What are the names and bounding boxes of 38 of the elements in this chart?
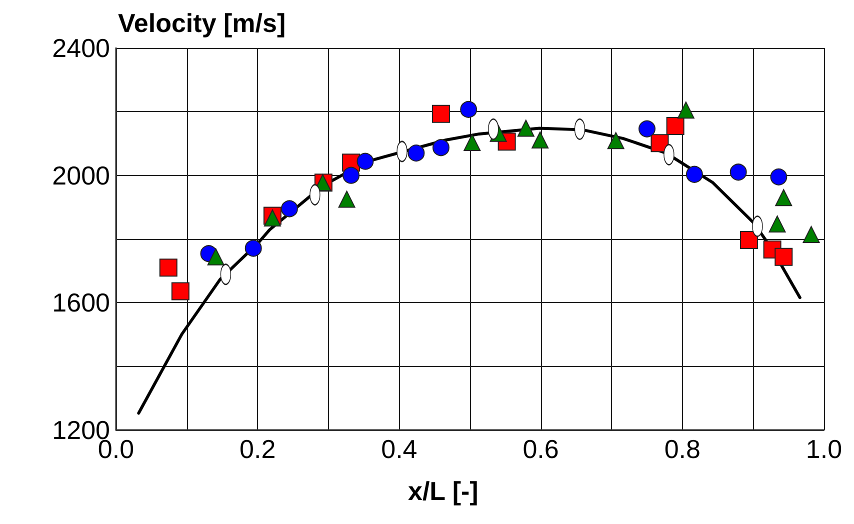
point bbox=[159, 258, 178, 277]
point bbox=[464, 134, 481, 152]
x-tick-label: 0.2 bbox=[240, 434, 276, 464]
point bbox=[207, 248, 224, 266]
point bbox=[768, 216, 786, 233]
point bbox=[408, 144, 425, 162]
point bbox=[460, 100, 478, 118]
point bbox=[342, 166, 360, 184]
x-tick-label: 1.0 bbox=[806, 434, 842, 464]
point bbox=[775, 189, 792, 206]
point bbox=[432, 104, 450, 123]
y-tick-label: 2400 bbox=[52, 33, 110, 63]
point bbox=[280, 200, 298, 218]
x-tick-label: 0.8 bbox=[664, 434, 700, 464]
point bbox=[338, 190, 356, 208]
point bbox=[244, 240, 262, 257]
point bbox=[774, 248, 793, 266]
point bbox=[638, 120, 656, 138]
point bbox=[677, 102, 694, 119]
x-tick-label: 0.4 bbox=[381, 434, 418, 464]
point bbox=[666, 116, 684, 135]
point bbox=[532, 132, 549, 148]
y-tick-label: 1600 bbox=[52, 288, 110, 318]
point bbox=[432, 139, 450, 156]
x-tick-label: 0.6 bbox=[522, 434, 559, 464]
point bbox=[802, 226, 820, 244]
point bbox=[740, 230, 758, 249]
point bbox=[356, 152, 374, 170]
point bbox=[650, 134, 669, 152]
point bbox=[730, 164, 747, 181]
point bbox=[770, 168, 788, 186]
point bbox=[171, 282, 190, 300]
x-axis-title: x/L [-] bbox=[408, 476, 478, 506]
y-tick-label: 2000 bbox=[52, 160, 110, 190]
point bbox=[607, 132, 624, 150]
point bbox=[686, 166, 703, 183]
y-axis-title: Velocity [m/s] bbox=[118, 8, 286, 38]
point bbox=[517, 120, 534, 137]
